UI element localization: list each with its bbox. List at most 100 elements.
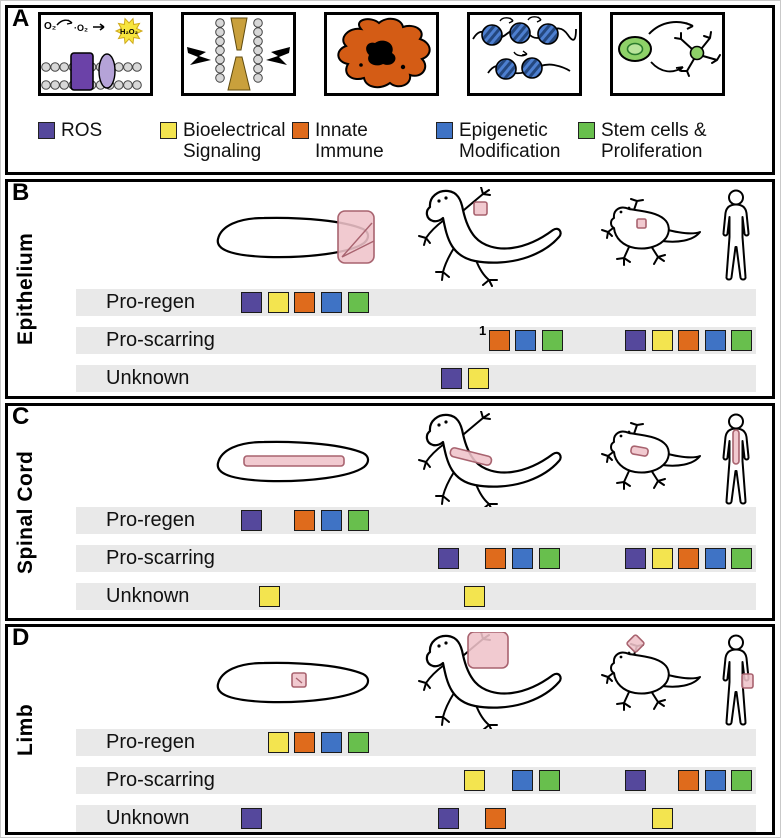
planarian-silhouette [216,210,375,264]
mechanism-square-yellow [652,548,673,569]
legend-swatch-bioelectrical [160,122,177,139]
mechanism-square-green [348,732,369,753]
wound-highlight [243,455,345,467]
row-label: Unknown [106,807,190,829]
mechanism-square-yellow [652,330,673,351]
mechanism-square-purple [625,770,646,791]
mechanism-square-blue [512,548,533,569]
row-label: Pro-regen [106,731,195,753]
wound-highlight [626,634,645,653]
legend-item-stem-cells: Stem cells & Proliferation [578,120,707,163]
wound-highlight [449,447,493,466]
mechanism-square-purple [241,510,262,531]
modification-arrow [527,16,542,23]
row-pro-regen: Pro-regen [76,289,756,316]
ros-membrane-graphic: O₂ ·O₂ H₂O₂ [41,17,144,91]
row-pro-regen: Pro-regen [76,507,756,534]
row-pro-scarring: Pro-scarring [76,767,756,794]
axolotl-silhouette [418,410,562,511]
mechanism-square-orange [678,770,699,791]
superoxide-label: ·O₂ [74,23,88,33]
electric-spark [187,47,211,65]
membrane-channel [98,53,116,89]
h2o2-label: H₂O₂ [120,27,138,36]
mechanism-square-green [539,548,560,569]
row-label: Unknown [106,585,190,607]
ion-channel [230,17,248,51]
nucleosome [495,58,517,80]
panel-d-limb: D Limb Pro-regen Pro-scarring Unknown [5,624,775,835]
froglet-silhouette [601,634,701,711]
mechanism-square-green [731,548,752,569]
mechanism-square-purple [438,808,459,829]
mechanism-square-orange [294,510,315,531]
panel-c-rows: Pro-regen Pro-scarring Unknown [76,507,756,610]
legend-item-innate-immune: Innate Immune [292,120,384,163]
mechanism-square-blue [705,548,726,569]
mechanism-square-orange [485,548,506,569]
mechanism-square-green [348,510,369,531]
nucleosome [537,23,559,45]
row-pro-scarring: Pro-scarring 1 [76,323,756,354]
footnote-marker: 1 [479,323,487,338]
modification-arrow [499,17,514,24]
panel-a-mechanisms: A O₂ ·O₂ H₂O₂ [5,5,775,175]
nucleosome [509,22,531,44]
organisms [216,631,754,732]
row-pro-regen: Pro-regen [76,729,756,756]
mechanism-square-blue [321,510,342,531]
mechanism-square-purple [625,548,646,569]
mechanism-icons: O₂ ·O₂ H₂O₂ [38,12,725,96]
panel-b-rows: Pro-regen Pro-scarring 1 Unknown [76,289,756,392]
row-unknown: Unknown [76,583,756,610]
mechanism-square-orange [489,330,510,351]
bioelectrical-signaling-icon [181,12,296,96]
panel-b-epithelium: B Epithelium Pro-regen Pro-scarring 1 Un… [5,179,775,399]
mechanism-square-orange [294,292,315,313]
legend-swatch-ros [38,122,55,139]
organism-strip [96,186,756,287]
reaction-arrow [93,23,105,31]
mechanism-square-blue [705,770,726,791]
panel-b-letter: B [12,179,30,206]
mechanism-square-blue [321,732,342,753]
panel-d-title: Limb [14,703,37,756]
ros-icon: O₂ ·O₂ H₂O₂ [38,12,153,96]
row-label: Pro-scarring [106,547,215,569]
axolotl-silhouette [418,186,562,287]
nucleosome [481,24,503,46]
panel-c-title: Spinal Cord [14,450,37,574]
h2o2-starburst [114,17,144,45]
organisms [216,186,750,287]
differentiated-cell [674,31,721,77]
wound-highlight [732,429,740,465]
mechanism-square-yellow [268,292,289,313]
wound-highlight [473,201,488,216]
mechanism-square-yellow [268,732,289,753]
wound-highlight [467,631,509,669]
row-label: Unknown [106,367,190,389]
mechanism-square-purple [241,808,262,829]
bioelectrical-graphic [187,17,290,91]
mechanism-square-purple [441,368,462,389]
legend-label-bioelectrical: Bioelectrical Signaling [183,120,286,163]
mechanism-square-purple [438,548,459,569]
wound-highlight [636,218,647,229]
planarian-silhouette [216,661,370,704]
nucleus [366,40,396,66]
mechanism-square-orange [678,330,699,351]
human-silhouette [722,634,754,726]
mechanism-square-blue [705,330,726,351]
legend-item-bioelectrical: Bioelectrical Signaling [160,120,285,163]
legend-swatch-innate-immune [292,122,309,139]
row-unknown: Unknown [76,365,756,392]
row-label: Pro-regen [106,291,195,313]
electric-spark [266,47,290,65]
mechanism-square-yellow [652,808,673,829]
innate-immune-icon [324,12,439,96]
panel-d-letter: D [12,624,30,651]
mechanism-square-orange [294,732,315,753]
row-pro-scarring: Pro-scarring [76,545,756,572]
row-label: Pro-scarring [106,329,215,351]
